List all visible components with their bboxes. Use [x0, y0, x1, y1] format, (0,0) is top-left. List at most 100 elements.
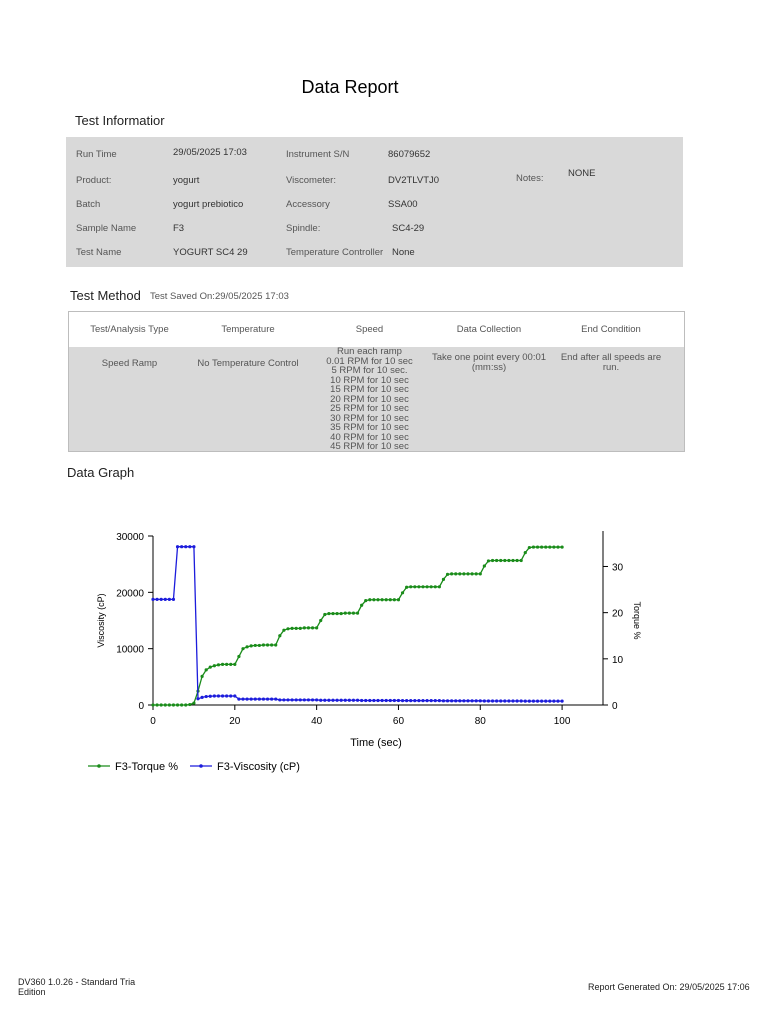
spindle-value: SC4-29 — [392, 223, 425, 234]
data-point-torque — [507, 558, 511, 563]
test-method-header-row: Test/Analysis Type Temperature Speed Dat… — [69, 312, 684, 347]
viscosity-torque-chart: 0 20 40 60 80 100 0 10000 20000 30000 0 10 20 30 Time … — [88, 531, 642, 773]
batch-value: yogurt prebiotico — [173, 199, 244, 210]
data-point-viscosity — [184, 545, 188, 549]
data-point-torque — [540, 545, 544, 549]
data-point-viscosity — [535, 699, 540, 703]
data-point-torque — [155, 703, 159, 707]
data-collection-line: (mm:ss) — [471, 361, 507, 373]
data-point-torque — [441, 577, 446, 582]
speed-line: 10 RPM for 10 sec — [330, 374, 409, 386]
data-point-torque — [417, 585, 421, 589]
data-point-viscosity — [527, 699, 531, 703]
chart-axes: 0 20 40 60 80 100 0 10000 20000 30000 0 10 20 30 Time … — [96, 531, 642, 749]
data-point-torque — [245, 645, 249, 649]
data-point-torque — [413, 585, 417, 589]
data-point-viscosity — [163, 597, 167, 601]
speed-line: 20 RPM for 10 sec — [330, 393, 409, 405]
column-test-analysis-type: Test/Analysis Type — [90, 324, 169, 335]
data-point-torque — [302, 626, 306, 630]
data-point-torque — [535, 545, 540, 549]
data-point-viscosity — [180, 545, 184, 549]
speed-line: 30 RPM for 10 sec — [330, 412, 409, 424]
data-point-viscosity — [495, 699, 499, 703]
data-point-viscosity — [208, 694, 212, 698]
data-point-viscosity — [503, 699, 507, 703]
data-point-torque — [400, 591, 405, 595]
cell-data-collection: Take one point every 00:01 (mm:ss) — [429, 353, 549, 372]
y-right-tick-label: 20 — [612, 609, 624, 620]
data-point-viscosity — [450, 699, 454, 703]
data-point-viscosity — [445, 699, 450, 703]
data-point-viscosity — [261, 697, 266, 701]
data-point-torque — [343, 611, 347, 615]
data-point-torque — [184, 703, 188, 707]
data-point-torque — [531, 545, 536, 549]
column-end-condition: End Condition — [581, 324, 641, 335]
chart-legend: F3-Torque % F3-Viscosity (cP) — [88, 761, 300, 773]
viscometer-value: DV2TLVTJ0 — [388, 175, 440, 186]
data-point-torque — [560, 545, 564, 549]
data-point-torque — [503, 558, 507, 563]
x-tick-label: 80 — [475, 716, 487, 727]
data-point-viscosity — [286, 698, 290, 702]
data-point-viscosity — [257, 697, 261, 701]
x-axis-title: Time (sec) — [350, 737, 402, 749]
data-point-torque — [372, 598, 376, 602]
data-point-torque — [392, 598, 396, 602]
column-data-collection: Data Collection — [456, 324, 522, 335]
data-point-viscosity — [278, 698, 282, 702]
data-point-viscosity — [253, 697, 257, 701]
y-right-tick-label: 10 — [612, 655, 624, 666]
data-point-torque — [364, 599, 368, 603]
report-title: Data Report — [301, 77, 399, 97]
test-information-panel: Run Time 29/05/2025 17:03 Product: yogur… — [66, 137, 683, 267]
y-left-tick-label: 0 — [138, 701, 144, 712]
data-point-viscosity — [159, 597, 163, 601]
y-left-tick-label: 30000 — [116, 532, 144, 543]
data-collection-line: Take one point every 00:01 — [431, 352, 547, 363]
data-point-viscosity — [302, 698, 306, 702]
sample-name-value: F3 — [173, 223, 185, 234]
data-point-torque — [368, 598, 372, 602]
data-point-torque — [261, 643, 266, 647]
data-point-viscosity — [552, 699, 556, 703]
data-point-torque — [278, 634, 282, 638]
notes-label: Notes: — [516, 173, 544, 184]
data-point-viscosity — [556, 699, 560, 703]
data-point-torque — [249, 644, 253, 648]
data-point-viscosity — [421, 699, 425, 703]
data-point-viscosity — [523, 699, 527, 703]
data-point-viscosity — [478, 699, 482, 703]
data-point-viscosity — [405, 699, 409, 703]
data-point-viscosity — [396, 698, 401, 703]
test-name-value: YOGURT SC4 29 — [173, 247, 248, 258]
data-point-viscosity — [376, 698, 380, 703]
data-point-torque — [486, 559, 491, 563]
test-method-data-row: Speed Ramp No Temperature Control Run ea… — [69, 347, 684, 451]
data-point-viscosity — [368, 698, 372, 703]
data-point-torque — [445, 572, 450, 576]
data-point-torque — [466, 572, 470, 576]
notes-value: NONE — [568, 168, 596, 179]
data-point-torque — [253, 643, 257, 648]
product-label: Product: — [76, 175, 112, 186]
data-point-torque — [425, 585, 429, 589]
data-point-viscosity — [482, 699, 486, 703]
data-point-torque — [180, 703, 184, 707]
data-point-viscosity — [474, 699, 478, 703]
data-point-torque — [421, 585, 425, 589]
data-point-viscosity — [372, 698, 376, 703]
series-line-torque — [153, 546, 563, 706]
data-point-torque — [450, 572, 454, 576]
spindle-label: Spindle: — [286, 223, 321, 234]
sample-name-label: Sample Name — [76, 223, 137, 234]
data-point-torque — [335, 611, 339, 616]
x-tick-label: 0 — [150, 716, 156, 727]
data-point-viscosity — [433, 699, 437, 703]
data-point-torque — [290, 626, 294, 630]
data-point-torque — [159, 703, 163, 707]
speed-line: 25 RPM for 10 sec — [330, 403, 409, 414]
cell-speed: Run each ramp 0.01 RPM for 10 sec 5 RPM … — [317, 347, 422, 452]
batch-label: Batch — [76, 199, 101, 210]
